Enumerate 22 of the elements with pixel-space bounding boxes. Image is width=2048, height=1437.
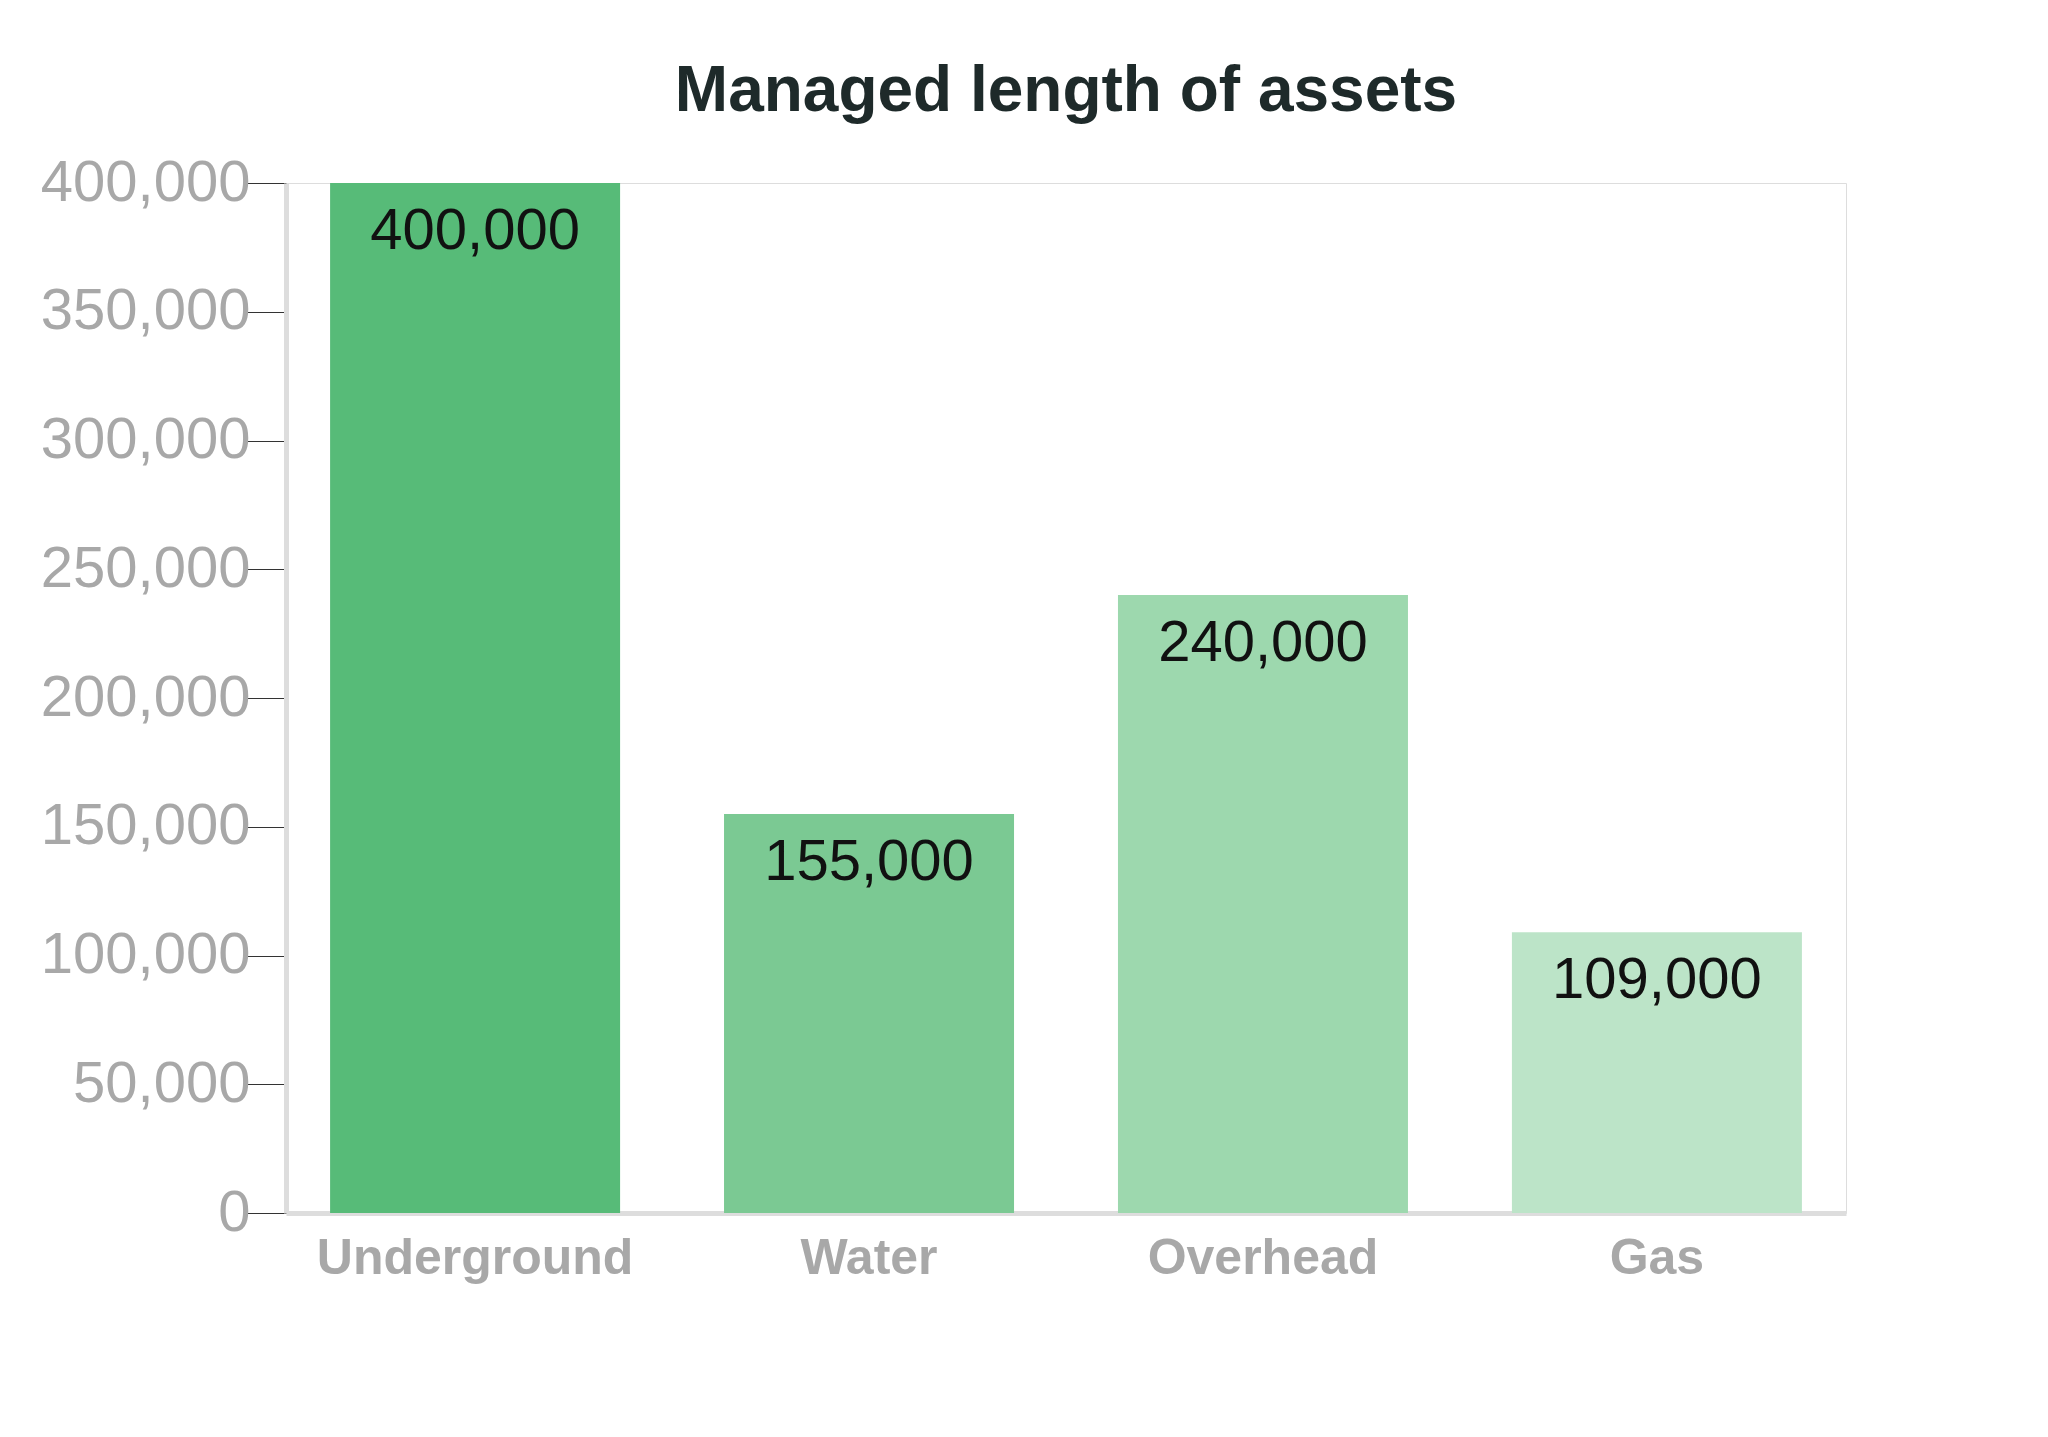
y-tick-label: 350,000 [40,276,251,342]
y-tick-label: 100,000 [40,920,251,985]
bar [1117,595,1408,1213]
data-label: 109,000 [1552,945,1762,1011]
y-tick-label: 200,000 [40,662,251,728]
x-tick-label: Overhead [1147,1228,1379,1285]
data-label: 400,000 [370,196,580,261]
y-tick-label: 400,000 [40,147,251,213]
x-tick-label: Water [800,1228,938,1285]
data-label: 155,000 [764,826,974,892]
chart-title: Managed length of assets [674,53,1458,125]
y-tick-label: 50,000 [73,1048,251,1114]
y-tick-label: 150,000 [40,791,251,857]
y-tick-label: 250,000 [40,533,251,599]
bar [724,813,1015,1213]
bar [330,183,621,1213]
y-tick-label: 0 [218,1177,251,1243]
bar [1511,932,1802,1213]
x-tick-label: Underground [316,1228,634,1285]
x-tick-label: Gas [1609,1228,1705,1285]
data-label: 240,000 [1158,608,1368,673]
y-tick-label: 300,000 [40,405,251,470]
